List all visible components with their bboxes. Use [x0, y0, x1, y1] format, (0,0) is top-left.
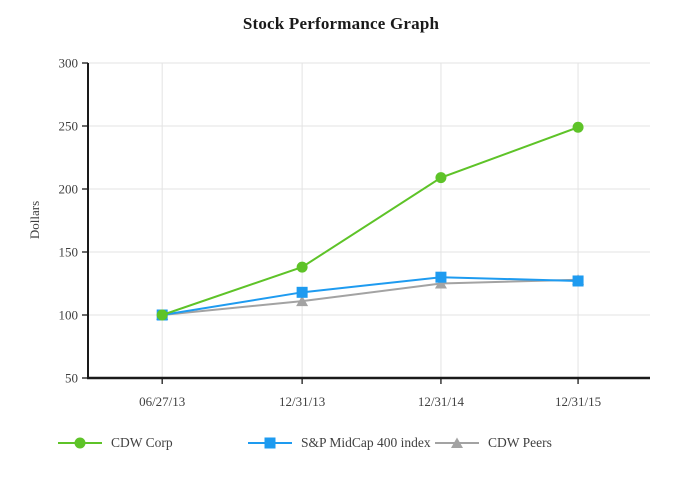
- marker-square-s-p-midcap-400-index: [435, 271, 447, 283]
- y-tick-label: 200: [59, 182, 79, 197]
- legend-label-cdw-corp: CDW Corp: [111, 435, 173, 450]
- x-tick-label: 06/27/13: [139, 394, 185, 409]
- y-tick-label: 150: [59, 245, 79, 260]
- y-tick-label: 50: [65, 371, 78, 386]
- series-line-s-p-midcap-400-index: [162, 276, 579, 316]
- marker-circle-cdw-corp: [156, 309, 168, 321]
- legend-triangle-marker-icon: [435, 437, 479, 448]
- y-tick-label: 300: [59, 56, 79, 71]
- marker-circle-cdw-corp: [296, 261, 308, 273]
- legend-item-sp-midcap-400: S&P MidCap 400 index: [248, 433, 431, 453]
- series-line-cdw-peers: [162, 278, 579, 316]
- y-tick-label: 100: [59, 308, 79, 323]
- x-tick-label: 12/31/14: [418, 394, 465, 409]
- legend-label-sp-midcap-400: S&P MidCap 400 index: [301, 435, 431, 450]
- y-tick-label: 250: [59, 119, 79, 134]
- chart-legend: CDW Corp S&P MidCap 400 index CDW Peers: [0, 433, 682, 455]
- legend-item-cdw-corp: CDW Corp: [58, 433, 173, 453]
- x-tick-label: 12/31/13: [279, 394, 325, 409]
- legend-square-marker-icon: [248, 437, 292, 449]
- marker-square-s-p-midcap-400-index: [572, 275, 584, 287]
- legend-item-cdw-peers: CDW Peers: [435, 433, 552, 453]
- chart-title: Stock Performance Graph: [242, 14, 440, 33]
- marker-triangle-cdw-peers: [434, 278, 447, 289]
- marker-square-s-p-midcap-400-index: [296, 286, 308, 298]
- marker-triangle-cdw-peers: [296, 295, 309, 307]
- marker-circle-cdw-corp: [435, 172, 447, 184]
- series-line-cdw-corp: [161, 126, 579, 316]
- marker-circle-cdw-corp: [572, 121, 584, 133]
- x-tick-label: 12/31/15: [555, 394, 601, 409]
- legend-circle-marker-icon: [58, 437, 102, 449]
- legend-label-cdw-peers: CDW Peers: [488, 435, 552, 450]
